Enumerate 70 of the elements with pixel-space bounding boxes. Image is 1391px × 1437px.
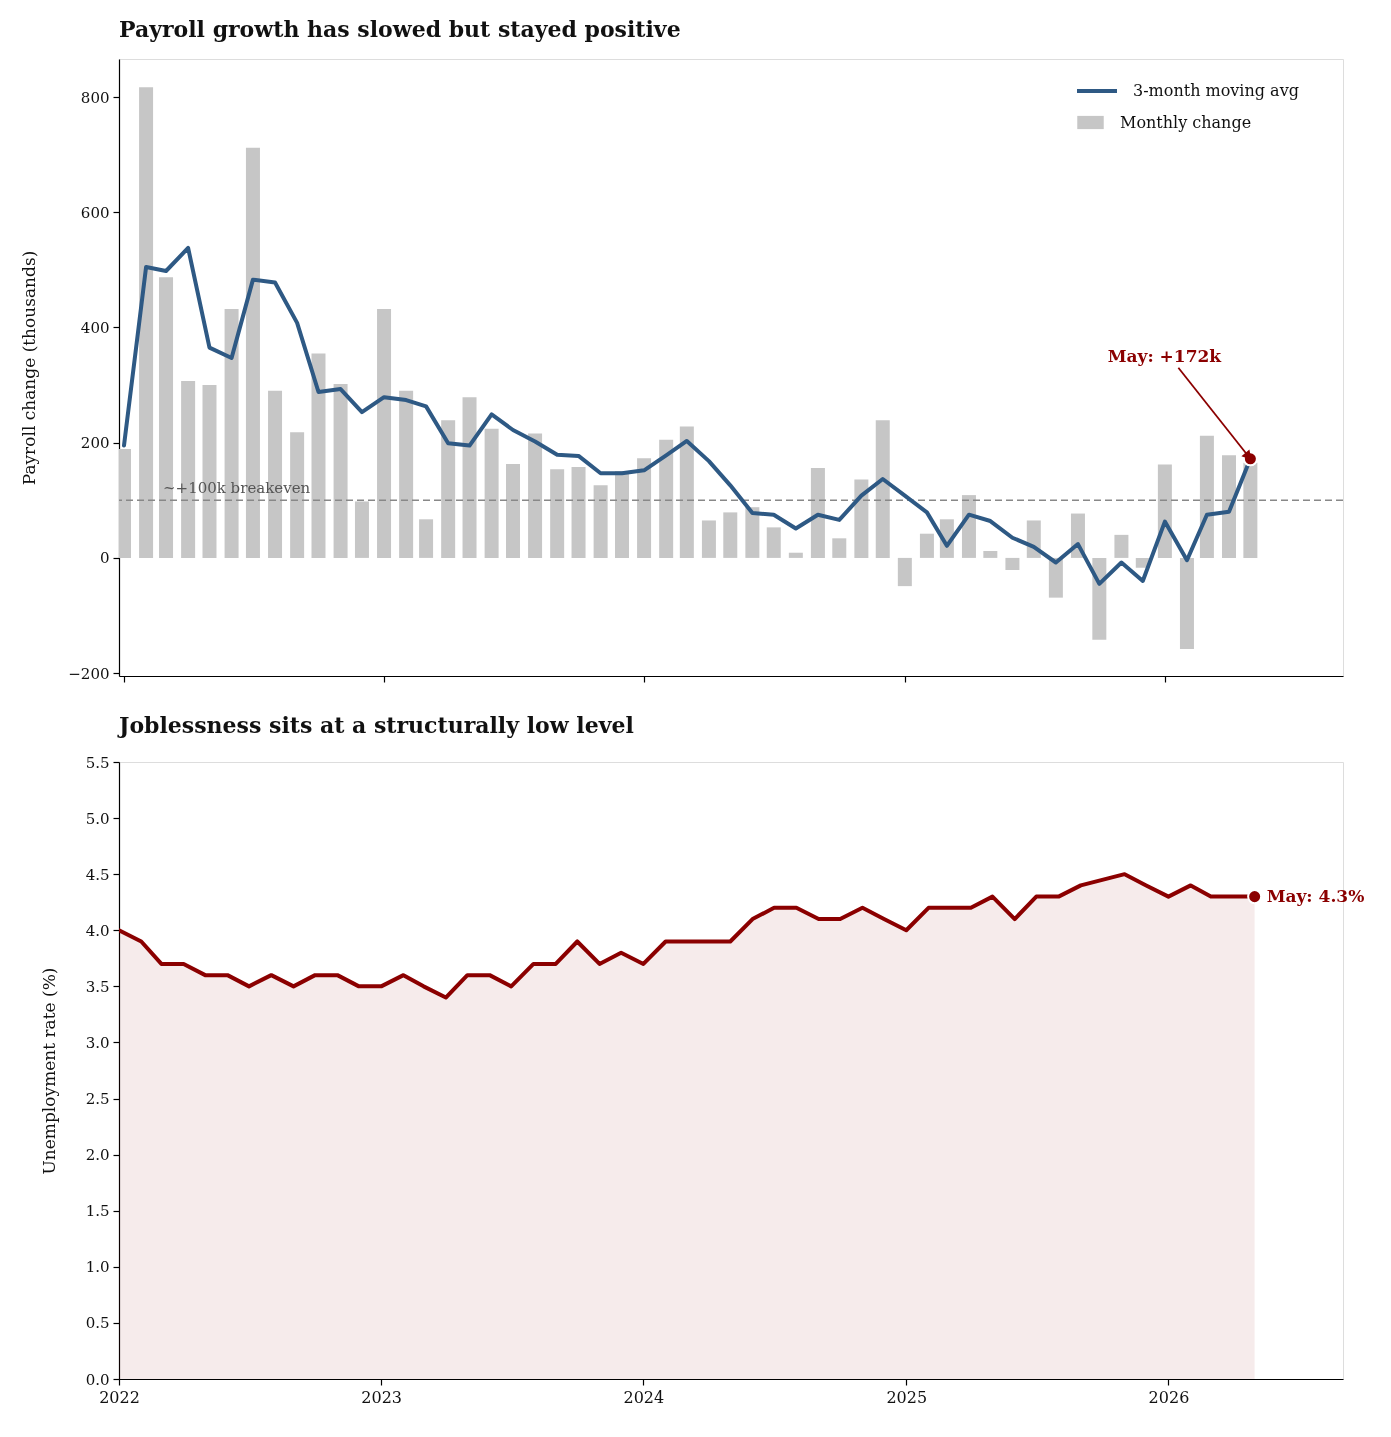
bar [377, 309, 392, 558]
y-tick-label: 0.0 [85, 1370, 110, 1389]
y-tick-label: 800 [80, 88, 110, 107]
bar [637, 458, 652, 558]
bar [550, 469, 565, 558]
y-tick-label: 1.0 [85, 1258, 110, 1277]
x-tick-label: 2025 [886, 1387, 928, 1407]
y-tick-label: 2.5 [85, 1090, 110, 1109]
x-tick-label: 2024 [623, 1387, 665, 1407]
bar [311, 353, 326, 558]
annotation: May: +172k [1107, 345, 1223, 366]
y-axis-title: Payroll change (thousands) [18, 250, 39, 486]
y-tick-label: 4.0 [85, 921, 110, 940]
bar [854, 479, 869, 558]
bar [333, 383, 348, 558]
bar [1114, 534, 1129, 558]
chart-title: Payroll growth has slowed but stayed positive [119, 16, 681, 42]
y-tick-label: 3.0 [85, 1033, 110, 1052]
y-tick-label: −200 [68, 664, 110, 683]
bar [701, 520, 716, 558]
y-tick-label: 5.0 [85, 809, 110, 828]
bar [505, 464, 520, 558]
bar [810, 468, 825, 558]
bar [983, 550, 998, 558]
bar [745, 507, 760, 558]
bar [832, 538, 847, 558]
bar [766, 527, 781, 558]
x-tick-label: 2022 [99, 1387, 140, 1407]
bar [659, 439, 674, 558]
bar [897, 557, 912, 587]
bar [1222, 455, 1236, 558]
y-tick-label: 3.5 [85, 977, 110, 996]
bar [1179, 557, 1194, 649]
y-tick-label: 200 [80, 434, 110, 453]
bar [679, 426, 694, 558]
bar [788, 552, 803, 558]
x-tick-label: 2023 [361, 1387, 403, 1407]
annotation: May: 4.3% [1266, 885, 1365, 906]
legend-label: Monthly change [1120, 112, 1252, 132]
bar [919, 533, 934, 558]
y-tick-label: 5.5 [85, 753, 110, 772]
bar [571, 466, 586, 558]
x-tick-label: 2026 [1148, 1387, 1190, 1407]
y-tick-label: 2.0 [85, 1146, 110, 1165]
bar [723, 512, 738, 558]
y-tick-label: 600 [80, 203, 110, 222]
bar [1243, 462, 1258, 558]
bar [462, 397, 477, 558]
bar [528, 433, 543, 558]
bar [484, 428, 499, 558]
y-tick-label: 1.5 [85, 1202, 110, 1221]
y-tick-label: 400 [80, 318, 110, 337]
bar [875, 420, 890, 558]
y-tick-label: 4.5 [85, 865, 110, 884]
bar [441, 420, 456, 558]
ref-line-label: ~+100k breakeven [163, 479, 311, 498]
bar [593, 485, 608, 558]
y-tick-label: 0 [99, 549, 110, 568]
bar [1092, 557, 1107, 640]
legend-label: 3-month moving avg [1133, 81, 1299, 100]
bar [1199, 435, 1214, 558]
bar [1048, 557, 1063, 598]
y-tick-label: 0.5 [85, 1314, 110, 1333]
bar [419, 519, 434, 558]
y-axis-title: Unemployment rate (%) [38, 967, 59, 1175]
bar [354, 501, 369, 558]
bar [139, 87, 154, 558]
chart-title: Joblessness sits at a structurally low level [117, 712, 634, 738]
bar [1005, 557, 1020, 570]
bar [399, 390, 414, 558]
